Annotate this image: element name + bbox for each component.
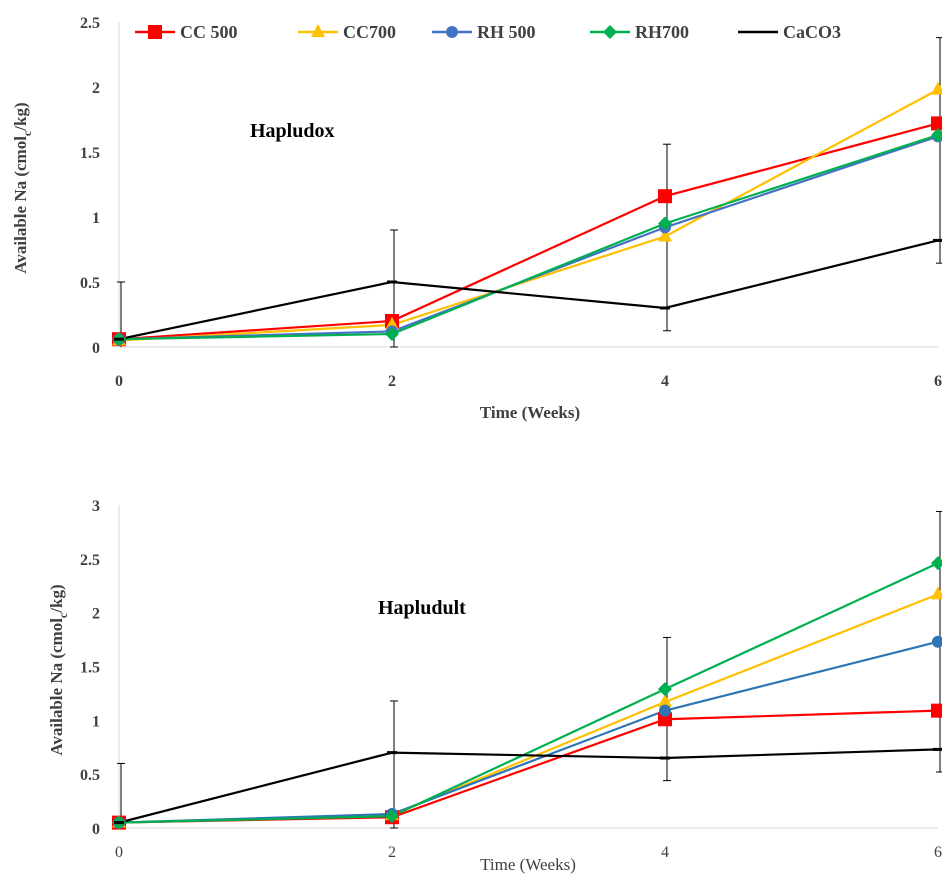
error-bars (117, 510, 942, 829)
data-point-caco3 (933, 747, 942, 751)
tick-labels: 0 0.5 1 1.5 2 2.5 0 2 4 6 (80, 15, 942, 390)
x-tick-label: 0 (115, 373, 123, 390)
chart-title: Hapludult (378, 597, 466, 619)
y-tick-label: 0.5 (80, 767, 100, 784)
y-axis-label-main: Available Na (cmol (11, 136, 30, 274)
series-line-rh-500 (118, 640, 939, 824)
y-axis-label: Available Na (cmolc/kg) (11, 102, 34, 273)
series-line-cc-500 (118, 709, 939, 824)
legend-item-rh-500: RH 500 (432, 22, 536, 42)
data-point-cc700 (931, 81, 942, 95)
series-line-caco3 (118, 239, 939, 341)
x-axis-label: Time (Weeks) (480, 855, 576, 874)
data-point-cc-500 (658, 712, 672, 727)
series-line-rh700 (118, 134, 939, 341)
data-point-caco3 (114, 821, 124, 825)
y-tick-label: 2 (92, 606, 100, 623)
legend-label: CaCO3 (783, 22, 841, 42)
data-point-cc-500 (931, 116, 942, 131)
legend-item-cc700: CC700 (298, 22, 396, 42)
hapludult-chart: 0 0.5 1 1.5 2 2.5 3 0 2 4 6 Hapludult Time (Weeks)… (47, 498, 942, 874)
y-axis-label-sub: c (20, 130, 34, 136)
y-tick-label: 1 (92, 210, 100, 227)
legend-label: RH 500 (477, 22, 536, 42)
data-point-rh700 (658, 682, 672, 697)
legend-item-cc-500: CC 500 (135, 22, 238, 42)
y-tick-label: 1.5 (80, 145, 100, 162)
x-tick-label: 2 (388, 373, 396, 390)
x-tick-label: 4 (661, 844, 669, 861)
legend-label: CC 500 (180, 22, 238, 42)
series-line-cc-500 (118, 122, 939, 341)
series-line-cc700 (118, 88, 939, 342)
data-point-caco3 (933, 238, 942, 242)
legend-item-rh700: RH700 (590, 22, 689, 42)
data-point-rh-500 (659, 704, 671, 717)
y-axis-label-main: Available Na (cmol (47, 618, 66, 756)
x-tick-label: 2 (388, 844, 396, 861)
series-line-cc700 (118, 593, 939, 824)
hapludox-chart: 0 0.5 1 1.5 2 2.5 0 2 4 6 Hapludox Time (Weeks) A… (11, 15, 942, 422)
series-markers (112, 81, 942, 347)
legend-label: CC700 (343, 22, 396, 42)
data-point-rh700 (385, 809, 399, 824)
data-point-caco3 (114, 337, 124, 341)
legend: CC 500 CC700 RH 500 RH700 CaCO3 (135, 22, 841, 42)
legend-marker (446, 26, 458, 38)
x-axis-label: Time (Weeks) (480, 403, 580, 422)
data-point-cc700 (931, 586, 942, 600)
data-point-cc-500 (658, 189, 672, 204)
legend-label: RH700 (635, 22, 689, 42)
data-point-rh-500 (932, 635, 942, 648)
tick-labels: 0 0.5 1 1.5 2 2.5 3 0 2 4 6 (80, 498, 942, 861)
data-point-caco3 (660, 306, 670, 310)
data-point-cc-500 (931, 703, 942, 718)
axes (118, 505, 938, 829)
x-tick-label: 6 (934, 844, 942, 861)
series-lines (118, 562, 939, 824)
y-tick-label: 2 (92, 80, 100, 97)
y-tick-label: 1 (92, 713, 100, 730)
y-tick-label: 2.5 (80, 15, 100, 32)
series-markers (112, 556, 942, 830)
y-axis-label-sub: c (56, 612, 70, 618)
y-tick-label: 0 (92, 340, 100, 357)
x-tick-label: 4 (661, 373, 669, 390)
y-tick-label: 0.5 (80, 275, 100, 292)
legend-marker (148, 25, 162, 39)
series-line-rh-500 (118, 135, 939, 341)
data-point-cc700 (658, 694, 672, 708)
data-point-caco3 (387, 280, 397, 284)
y-tick-label: 1.5 (80, 660, 100, 677)
legend-item-caco3: CaCO3 (738, 22, 841, 42)
series-line-rh700 (118, 562, 939, 824)
series-line-caco3 (118, 748, 939, 824)
data-point-rh700 (658, 216, 672, 231)
y-axis-label: Available Na (cmolc/kg) (47, 584, 70, 755)
series-lines (118, 88, 939, 342)
y-tick-label: 0 (92, 821, 100, 838)
y-tick-label: 2.5 (80, 552, 100, 569)
data-point-cc700 (658, 228, 672, 242)
data-point-rh700 (931, 128, 942, 143)
x-tick-label: 0 (115, 844, 123, 861)
y-axis-label-tail: /kg) (11, 102, 30, 131)
chart-title: Hapludox (250, 120, 334, 142)
data-point-caco3 (387, 751, 397, 755)
legend-marker (603, 25, 617, 39)
x-tick-label: 6 (934, 373, 942, 390)
y-tick-label: 3 (92, 498, 100, 515)
data-point-caco3 (660, 756, 670, 760)
error-bars (117, 37, 942, 348)
data-point-rh700 (385, 327, 399, 341)
data-point-rh700 (931, 556, 942, 571)
axes (118, 22, 938, 348)
y-axis-label-tail: /kg) (47, 584, 66, 613)
legend-marker (311, 24, 325, 37)
